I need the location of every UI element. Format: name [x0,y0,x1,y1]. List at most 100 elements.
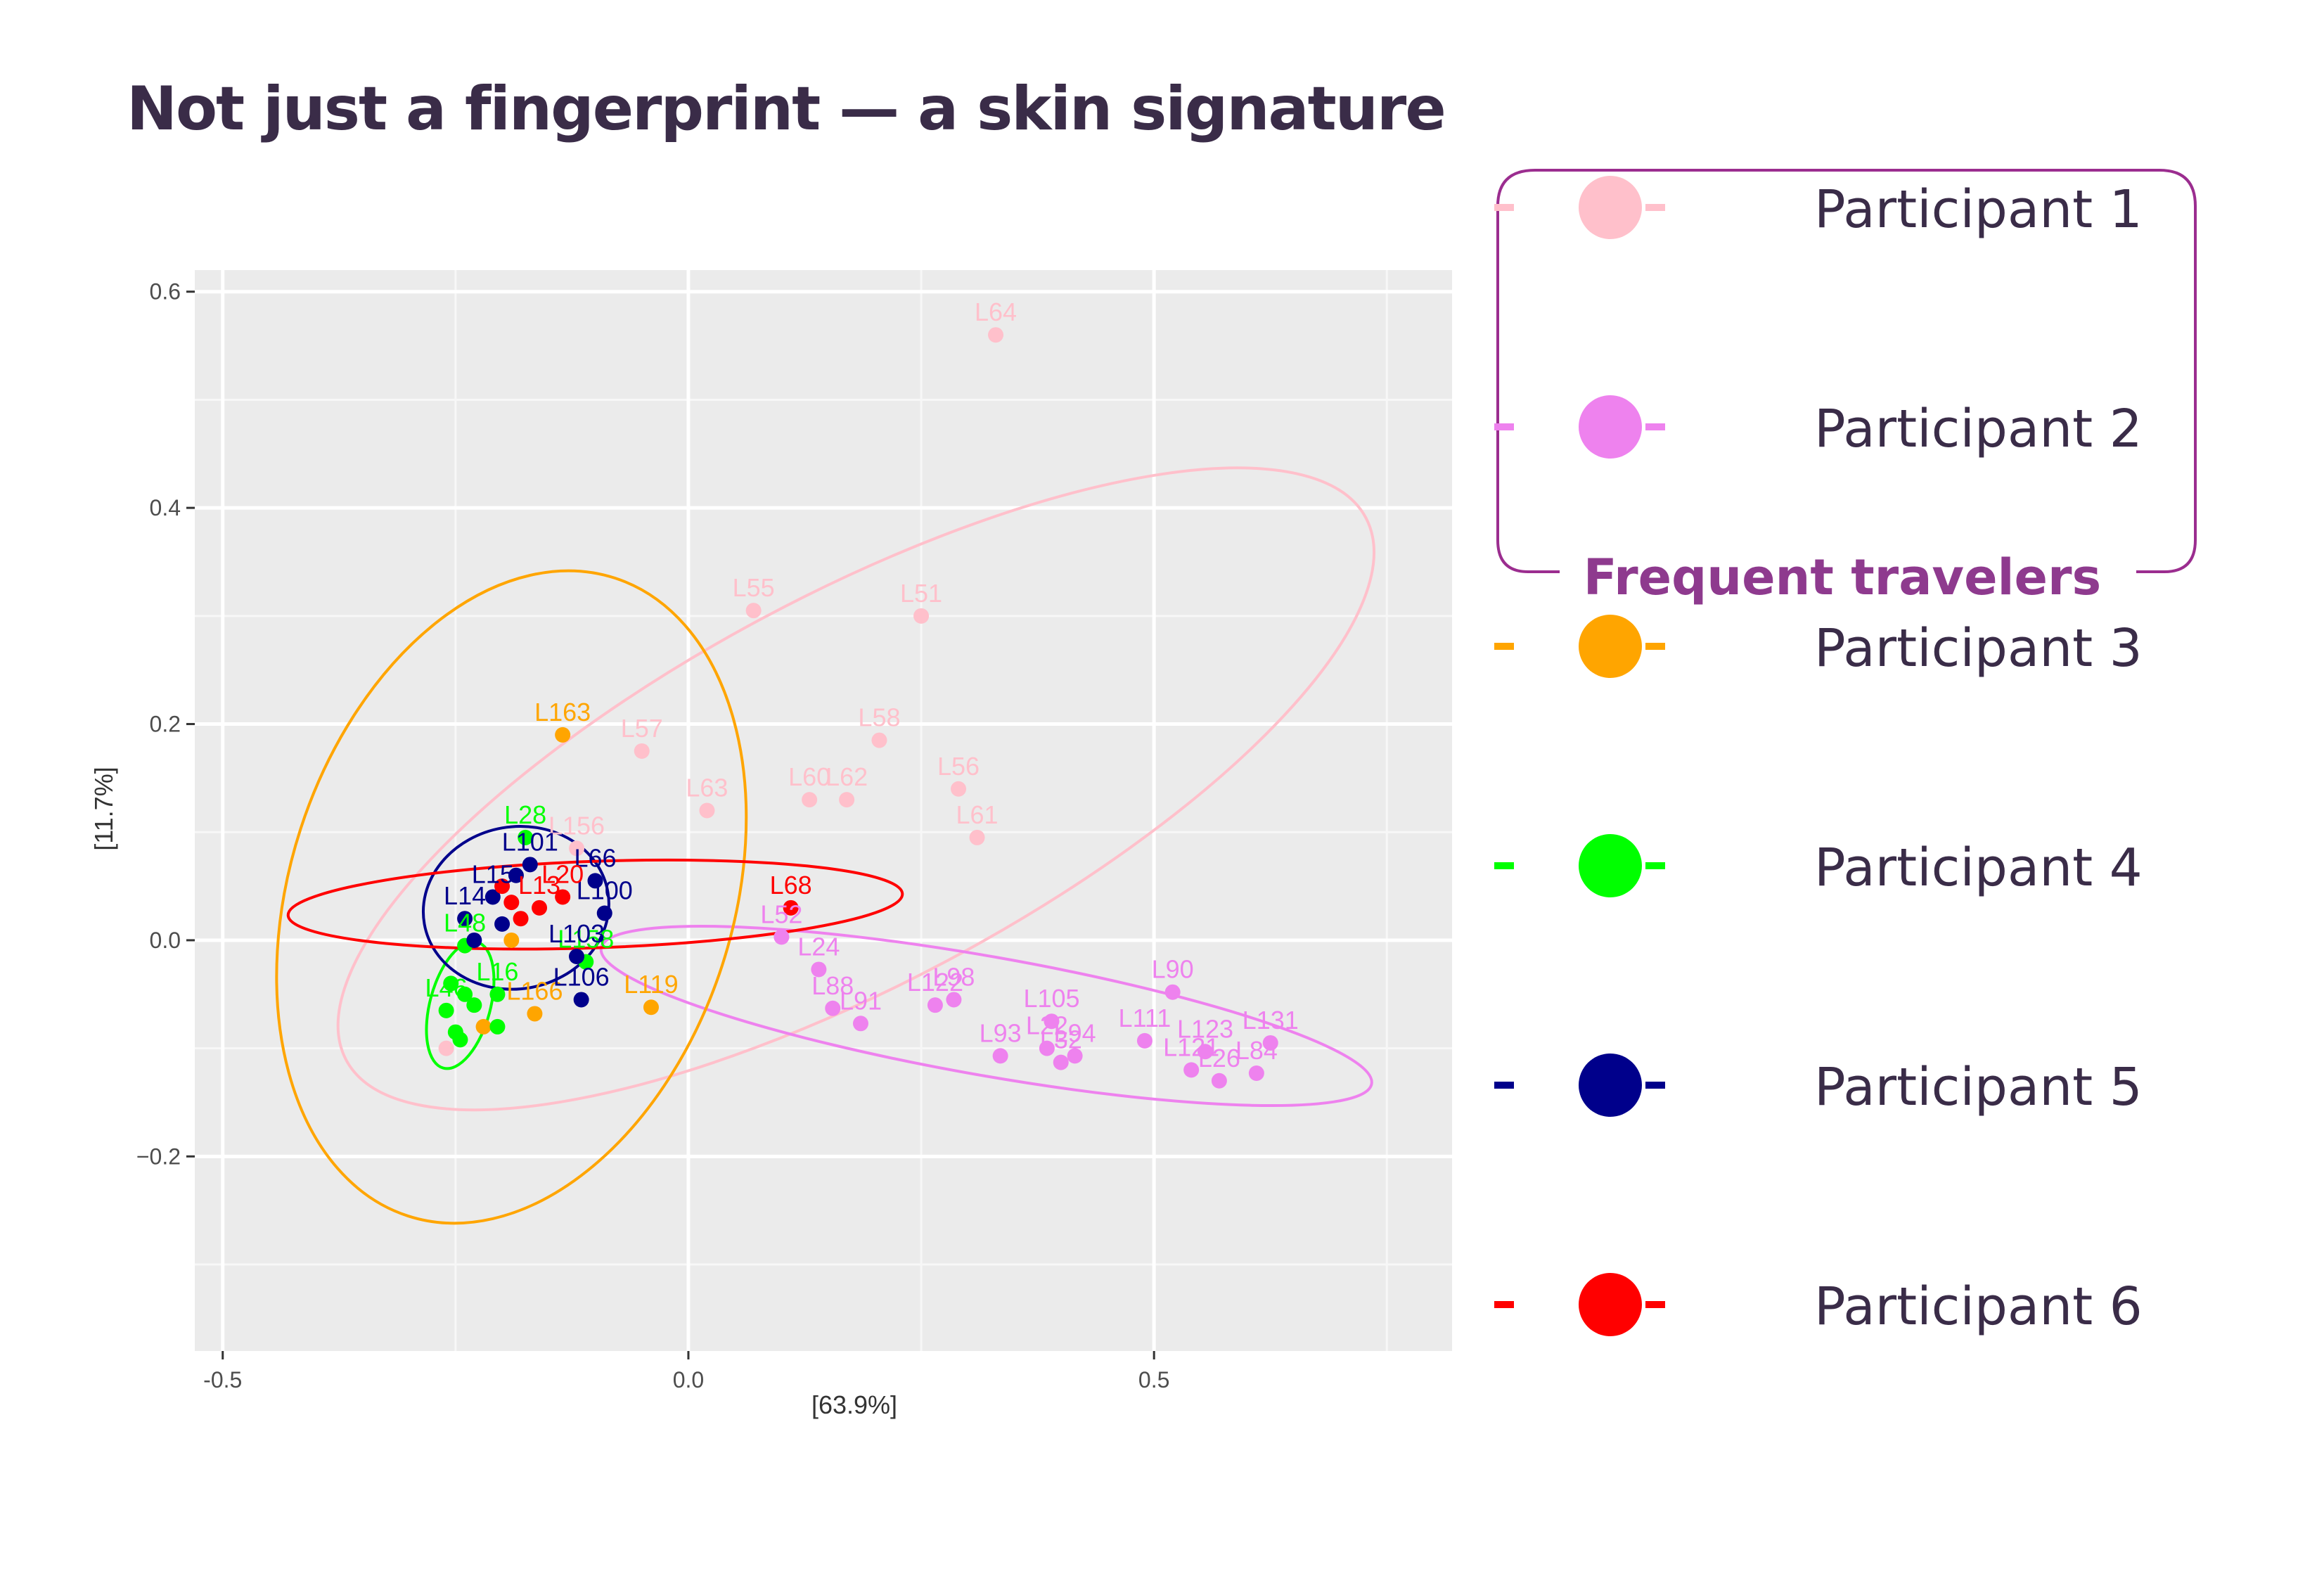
data-point [802,792,818,808]
data-point [484,889,501,905]
y-tick-label: 0.4 [150,495,181,520]
legend-item: Participant 1 [1494,165,2240,250]
point-label: L22 [1026,1011,1068,1040]
legend-symbol [1494,834,1665,897]
data-point [573,992,589,1008]
point-label: L122 [907,968,963,997]
y-axis-label: [11.7%] [89,767,118,850]
point-label: L91 [840,986,882,1015]
legend-label: Participant 4 [1814,838,2143,898]
data-point [852,1016,868,1032]
data-point [946,992,962,1008]
point-label: L48 [444,909,486,937]
legend-symbol [1494,615,1665,678]
confidence-ellipse [275,569,748,1225]
data-point [569,840,585,857]
data-point [839,792,855,808]
data-point [489,1018,506,1035]
point-label: L61 [956,800,998,829]
point-label: L60 [788,762,830,791]
point-label: L56 [937,752,980,781]
data-point [699,802,715,819]
grid-minor [195,270,1452,1351]
point-label: L20 [541,859,584,888]
data-point [1136,1032,1153,1049]
y-tick-label: 0.2 [150,712,181,737]
data-point [489,986,506,1002]
x-tick-label: 0.5 [1138,1367,1169,1392]
data-point [927,997,943,1013]
data-point [555,889,571,905]
point-label: L163 [534,698,591,726]
data-point [634,743,650,759]
legend-dot [1579,1273,1642,1336]
legend-item: Participant 4 [1494,824,2240,908]
point-label: L28 [504,800,546,829]
data-point [1183,1062,1200,1078]
frequent-travelers-label: Frequent travelers [1583,549,2102,606]
data-point [773,929,790,945]
data-point [532,899,548,916]
data-point [452,1032,468,1048]
legend: Participant 1 Participant 2 Participant 3 P… [1494,165,2240,1417]
point-label: L93 [980,1018,1022,1047]
confidence-ellipse [286,858,904,951]
point-label: L52 [760,899,802,928]
data-point [503,895,520,911]
point-label: L15 [472,859,514,888]
data-point [1198,1044,1214,1060]
data-point [569,948,585,964]
data-point [596,905,612,921]
data-point [457,986,473,1002]
point-label: L84 [1235,1036,1278,1065]
point-label: L46 [425,973,468,1002]
data-point [466,997,482,1013]
data-point [1067,1048,1083,1064]
point-label: L57 [621,714,663,743]
data-point [951,781,967,797]
data-point [466,932,482,948]
data-point [518,829,534,845]
data-point [1262,1035,1278,1051]
y-tick-label: 0.6 [150,279,181,305]
point-label: L26 [1198,1044,1240,1072]
data-point [513,911,529,927]
point-label: L90 [1152,955,1194,984]
page-title: Not just a fingerprint — a skin signatur… [127,74,1446,144]
point-label: L68 [770,871,812,899]
legend-label: Participant 6 [1814,1276,2143,1337]
legend-item: Participant 3 [1494,604,2240,689]
point-label: L121 [1163,1032,1219,1061]
data-point [443,975,459,992]
data-point [969,829,985,845]
point-label: L98 [932,962,975,991]
data-point [494,916,511,932]
confidence-ellipse [336,466,1375,1112]
legend-item: Participant 6 [1494,1262,2240,1347]
point-label: L14 [444,881,486,910]
legend-dot [1579,395,1642,459]
point-label: L58 [858,703,900,732]
plot-panel [195,270,1452,1351]
x-axis-label: [63.9%] [811,1390,897,1419]
point-label: L105 [1023,984,1079,1013]
data-point [503,932,520,948]
point-label: L158 [558,925,614,954]
point-label: L63 [686,774,728,802]
points [438,327,1278,1089]
point-label: L106 [553,962,610,991]
data-point [1211,1072,1227,1089]
point-label: L100 [577,876,633,905]
point-label: L62 [826,762,868,791]
x-tick-label: 0.0 [673,1367,704,1392]
point-label: L103 [548,919,605,948]
data-point [1248,1065,1264,1081]
point-label: L94 [1054,1018,1096,1047]
legend-symbol [1494,176,1665,239]
frequent-travelers-bracket [1496,169,2197,573]
point-label: L101 [502,827,558,856]
legend-dot [1579,615,1642,678]
legend-label: Participant 1 [1814,179,2143,240]
data-point [783,899,799,916]
